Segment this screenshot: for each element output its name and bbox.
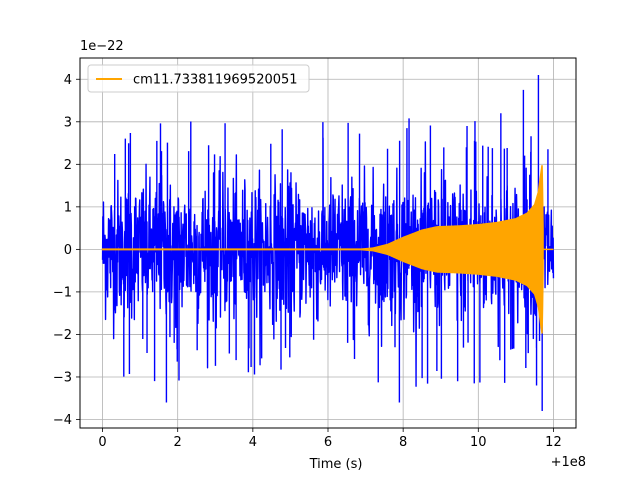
orange-chirp-series	[101, 165, 554, 334]
x-tick-label: 6	[324, 435, 332, 450]
y-scale-label: 1e−22	[80, 39, 124, 54]
y-tick-label: 4	[64, 73, 72, 88]
x-tick-label: 2	[174, 435, 182, 450]
x-tick-label: 12	[545, 435, 562, 450]
legend-label: cm11.733811969520051	[133, 73, 298, 88]
x-tick-label: 0	[98, 435, 106, 450]
x-tick-label: 8	[399, 435, 407, 450]
y-tick-label: −2	[53, 328, 72, 343]
x-offset-label: +1e8	[551, 455, 586, 470]
legend-box	[87, 64, 310, 93]
x-axis-label: Time (s)	[309, 457, 363, 472]
y-tick-label: −1	[53, 285, 72, 300]
y-tick-label: 1	[64, 200, 72, 215]
y-tick-label: −3	[53, 370, 72, 385]
y-tick-label: −4	[53, 413, 72, 428]
orange-chirp-envelope	[101, 165, 544, 334]
blue-noise-line	[101, 75, 555, 411]
blue-noise-series	[101, 75, 555, 411]
legend: cm11.733811969520051	[87, 64, 310, 93]
x-tick-label: 4	[249, 435, 257, 450]
axes-frame	[79, 57, 577, 429]
y-tick-label: 0	[64, 243, 72, 258]
y-tick-label: 3	[64, 115, 72, 130]
x-tick-label: 10	[470, 435, 487, 450]
y-tick-label: 2	[64, 158, 72, 173]
